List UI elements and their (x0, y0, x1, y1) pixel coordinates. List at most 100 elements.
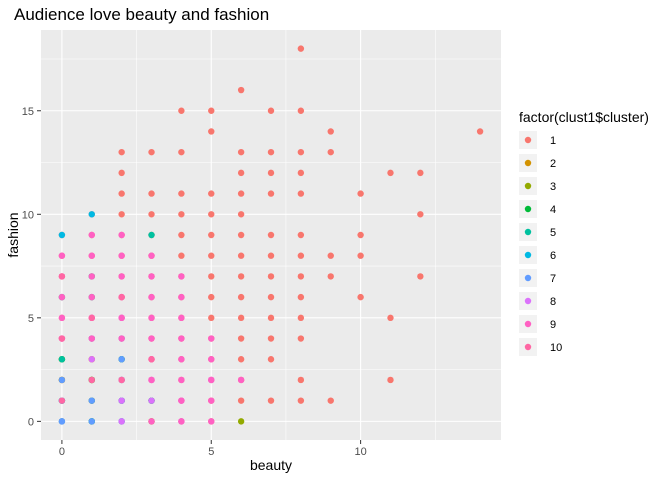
data-point-cluster-1 (267, 397, 275, 404)
x-axis-ticks: 0 5 10 (59, 440, 367, 458)
x-tick-label: 10 (354, 446, 366, 458)
data-point-cluster-6 (88, 211, 95, 218)
data-point-cluster-10 (118, 293, 125, 301)
legend-label-8: 8 (550, 296, 556, 308)
data-point-cluster-8 (88, 356, 95, 363)
legend-marker-8 (524, 297, 532, 305)
data-point-cluster-10 (58, 397, 66, 404)
data-point-cluster-7 (58, 418, 66, 425)
data-point-cluster-1 (297, 293, 305, 301)
data-point-cluster-10 (58, 273, 66, 280)
data-point-cluster-9 (118, 335, 125, 342)
data-point-cluster-1 (387, 169, 394, 177)
legend-marker-5 (524, 228, 532, 236)
data-point-cluster-3 (237, 418, 245, 425)
data-point-cluster-1 (297, 169, 305, 177)
y-tick-label: 0 (28, 416, 34, 428)
y-tick-label: 10 (22, 209, 34, 221)
data-point-cluster-1 (357, 252, 364, 259)
data-point-cluster-1 (297, 376, 305, 384)
data-point-cluster-1 (327, 252, 334, 259)
data-point-cluster-1 (327, 128, 334, 135)
legend-marker-4 (524, 205, 532, 213)
data-point-cluster-1 (327, 148, 334, 156)
data-point-cluster-1 (208, 314, 215, 322)
data-point-cluster-9 (178, 397, 185, 404)
data-point-cluster-9 (178, 356, 185, 363)
data-point-cluster-9 (208, 335, 215, 342)
legend-marker-6 (524, 251, 532, 259)
data-point-cluster-1 (208, 231, 215, 239)
data-point-cluster-1 (267, 314, 275, 322)
data-point-cluster-9 (178, 273, 185, 280)
data-point-cluster-1 (148, 211, 155, 218)
data-point-cluster-1 (178, 252, 185, 259)
legend-marker-7 (524, 274, 532, 282)
data-point-cluster-1 (237, 86, 245, 94)
data-point-cluster-9 (118, 252, 125, 259)
data-point-cluster-9 (118, 273, 125, 280)
data-point-cluster-9 (88, 335, 95, 342)
data-point-cluster-1 (237, 231, 245, 239)
x-axis-label: beauty (250, 457, 292, 473)
data-point-cluster-9 (88, 293, 95, 301)
legend-label-4: 4 (550, 204, 556, 216)
data-point-cluster-1 (476, 128, 484, 135)
data-point-cluster-1 (237, 397, 245, 404)
data-point-cluster-9 (208, 356, 215, 363)
data-point-cluster-9 (208, 418, 215, 425)
data-point-cluster-1 (237, 190, 245, 197)
data-point-cluster-1 (118, 211, 125, 218)
data-point-cluster-10 (118, 376, 125, 384)
data-point-cluster-1 (267, 231, 275, 239)
data-point-cluster-7 (88, 418, 95, 425)
data-point-cluster-9 (208, 397, 215, 404)
data-point-cluster-9 (178, 418, 185, 425)
data-point-cluster-1 (297, 252, 305, 259)
data-point-cluster-1 (387, 376, 394, 384)
data-point-cluster-9 (58, 252, 66, 259)
legend-label-6: 6 (550, 250, 556, 262)
data-point-cluster-1 (178, 190, 185, 197)
legend-marker-2 (524, 159, 532, 167)
data-point-cluster-1 (118, 190, 125, 197)
legend-label-2: 2 (550, 158, 556, 170)
data-point-cluster-1 (417, 273, 424, 280)
data-point-cluster-5 (58, 356, 66, 363)
data-point-cluster-9 (118, 314, 125, 322)
data-point-cluster-1 (267, 252, 275, 259)
data-point-cluster-10 (88, 376, 95, 384)
data-point-cluster-1 (297, 45, 305, 52)
data-point-cluster-9 (178, 293, 185, 301)
data-point-cluster-10 (148, 356, 155, 363)
data-point-cluster-8 (118, 397, 125, 404)
data-point-cluster-1 (297, 107, 305, 114)
data-point-cluster-1 (237, 314, 245, 322)
legend: 1 2 3 4 5 6 7 8 9 10 (519, 131, 562, 356)
data-point-cluster-1 (237, 293, 245, 301)
data-point-cluster-1 (417, 211, 424, 218)
data-point-cluster-9 (148, 293, 155, 301)
minor-gridlines (41, 30, 501, 440)
y-tick-label: 5 (28, 313, 34, 325)
x-tick-label: 0 (59, 446, 65, 458)
legend-label-7: 7 (550, 273, 556, 285)
data-point-cluster-1 (237, 169, 245, 177)
data-point-cluster-5 (148, 231, 155, 239)
data-point-cluster-1 (297, 231, 305, 239)
legend-marker-1 (524, 136, 532, 144)
data-point-cluster-9 (148, 418, 155, 425)
data-point-cluster-1 (208, 252, 215, 259)
data-point-cluster-1 (208, 273, 215, 280)
data-point-cluster-1 (387, 314, 394, 322)
data-point-cluster-1 (267, 356, 275, 363)
data-point-cluster-1 (297, 397, 305, 404)
data-point-cluster-1 (327, 273, 334, 280)
data-point-cluster-1 (297, 148, 305, 156)
data-point-cluster-9 (118, 231, 125, 239)
y-axis-ticks: 0 5 10 15 (22, 106, 41, 428)
data-point-cluster-1 (357, 231, 364, 239)
data-point-cluster-1 (178, 211, 185, 218)
data-point-cluster-1 (208, 293, 215, 301)
